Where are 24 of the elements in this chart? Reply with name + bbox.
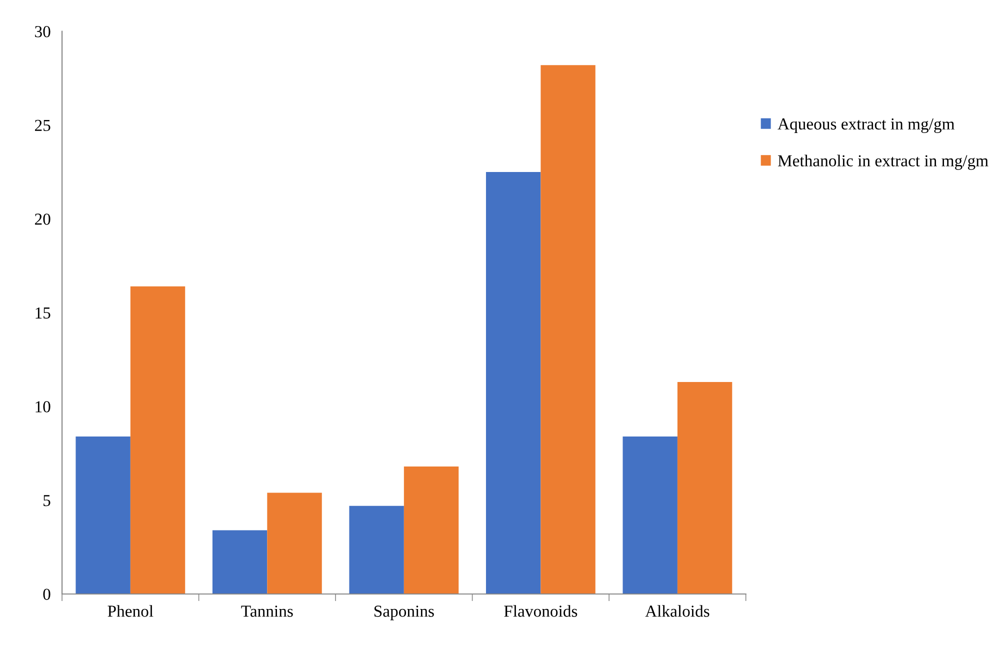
bar [349, 506, 404, 594]
bar [212, 530, 268, 594]
legend-label: Methanolic in extract in mg/gm [778, 154, 988, 170]
bar [267, 492, 322, 594]
bar [622, 436, 678, 594]
x-tick-label: Tannins [241, 606, 293, 617]
legend-label: Aqueous extract in mg/gm [778, 118, 955, 134]
y-tick-label: 10 [36, 401, 50, 412]
bar [76, 436, 130, 594]
x-tick-label: Saponins [374, 606, 434, 620]
y-tick-label: 30 [35, 26, 50, 38]
bar [404, 466, 459, 594]
x-tick-label: Flavonoids [504, 605, 578, 617]
bar [677, 382, 732, 594]
y-tick-label: 0 [43, 588, 50, 600]
y-tick-label: 5 [44, 495, 50, 506]
x-tick-label: Phenol [108, 605, 154, 617]
bar [540, 65, 596, 594]
y-tick-label: 20 [34, 214, 50, 225]
y-tick-label: 25 [34, 120, 50, 132]
y-tick-label: 15 [36, 307, 50, 319]
bar [486, 172, 541, 594]
x-tick-label: Alkaloids [645, 605, 710, 617]
bar [130, 286, 186, 594]
